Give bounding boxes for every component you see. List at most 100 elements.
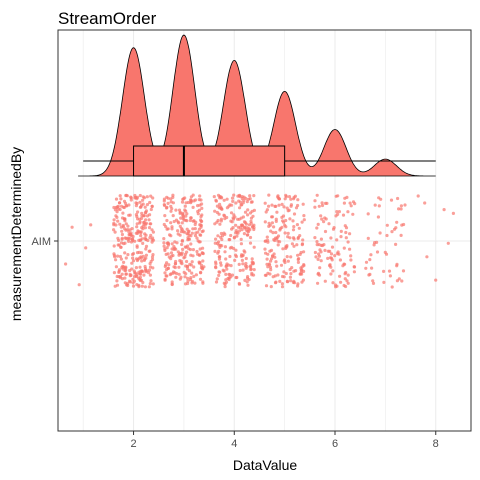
jitter-point [278, 240, 282, 244]
jitter-point [442, 208, 446, 212]
jitter-point [272, 238, 276, 242]
jitter-point [249, 216, 253, 220]
jitter-point [302, 250, 306, 254]
jitter-point [324, 217, 328, 221]
jitter-point [349, 254, 353, 258]
jitter-point [367, 273, 371, 277]
jitter-point [269, 229, 273, 233]
jitter-point [169, 221, 173, 225]
jitter-point [148, 265, 153, 269]
jitter-point [296, 253, 300, 257]
jitter-point [183, 255, 187, 259]
jitter-point [266, 271, 270, 275]
jitter-point [112, 221, 116, 225]
jitter-point [195, 236, 199, 240]
jitter-point [278, 279, 282, 283]
jitter-point [150, 228, 154, 232]
jitter-point [170, 247, 174, 251]
jitter-point [272, 225, 276, 229]
x-axis: 2 4 6 8 [130, 431, 439, 450]
jitter-point [382, 280, 386, 284]
jitter-point [135, 258, 139, 263]
jitter-point [219, 263, 223, 267]
jitter-point [284, 245, 288, 249]
jitter-point [150, 238, 154, 242]
jitter-point [401, 269, 406, 273]
jitter-point [113, 255, 117, 259]
jitter-point [171, 253, 175, 258]
jitter-point [176, 250, 180, 254]
jitter-point [181, 197, 185, 201]
jitter-point [292, 195, 296, 199]
jitter-point [123, 236, 127, 240]
jitter-point [235, 234, 239, 238]
jitter-point [162, 197, 166, 201]
jitter-point [118, 207, 122, 212]
jitter-point [348, 247, 352, 251]
jitter-point [377, 204, 381, 208]
jitter-point [295, 223, 299, 227]
jitter-point [187, 233, 191, 237]
jitter-point [221, 268, 225, 272]
jitter-point [147, 249, 151, 253]
jitter-point [331, 227, 336, 231]
jitter-point [230, 273, 235, 277]
jitter-point [219, 231, 223, 236]
jitter-point [243, 210, 248, 214]
jitter-point [331, 281, 335, 285]
jitter-point [385, 223, 389, 227]
jitter-point [193, 227, 197, 231]
jitter-point [300, 268, 304, 272]
jitter-point [227, 204, 231, 208]
jitter-point [164, 263, 168, 267]
jitter-point [200, 213, 204, 217]
jitter-point [239, 237, 243, 241]
jitter-point [178, 211, 182, 215]
jitter-point [131, 284, 136, 288]
jitter-point [319, 237, 323, 241]
jitter-point [169, 204, 173, 208]
jitter-point [284, 218, 288, 223]
jitter-point [147, 226, 152, 230]
jitter-point [145, 203, 149, 207]
jitter-point [171, 270, 176, 274]
jitter-point [183, 252, 188, 256]
jitter-point [267, 193, 271, 197]
jitter-point [286, 259, 290, 263]
jitter-point [238, 268, 242, 273]
jitter-point [233, 258, 237, 262]
jitter-point [327, 222, 331, 226]
jitter-point [214, 280, 219, 284]
jitter-point [188, 262, 192, 266]
jitter-point [298, 272, 302, 276]
jitter-point [322, 243, 326, 247]
jitter-point [342, 201, 346, 205]
jitter-point [141, 202, 145, 206]
jitter-point [399, 233, 403, 237]
jitter-point [169, 251, 174, 255]
jitter-point [217, 243, 221, 247]
jitter-point [335, 238, 339, 242]
x-tick-label: 4 [231, 438, 237, 450]
jitter-point [315, 193, 319, 197]
jitter-point [329, 236, 333, 240]
jitter-point [390, 285, 394, 289]
jitter-point [188, 218, 192, 223]
jitter-point [279, 263, 284, 267]
jitter-point [191, 205, 195, 209]
jitter-point [215, 210, 219, 215]
x-tick-label: 2 [130, 438, 136, 450]
jitter-point [423, 201, 427, 205]
jitter-point [252, 273, 256, 277]
jitter-point [163, 271, 167, 275]
jitter-point [162, 241, 166, 245]
y-tick-label: AIM [31, 236, 51, 248]
jitter-point [163, 203, 167, 208]
boxplot-box [133, 145, 286, 177]
jitter-point [280, 285, 285, 289]
jitter-point [335, 210, 339, 214]
jitter-point [292, 225, 296, 229]
jitter-point [320, 201, 324, 205]
jitter-point [119, 225, 123, 229]
jitter-point [227, 238, 231, 242]
